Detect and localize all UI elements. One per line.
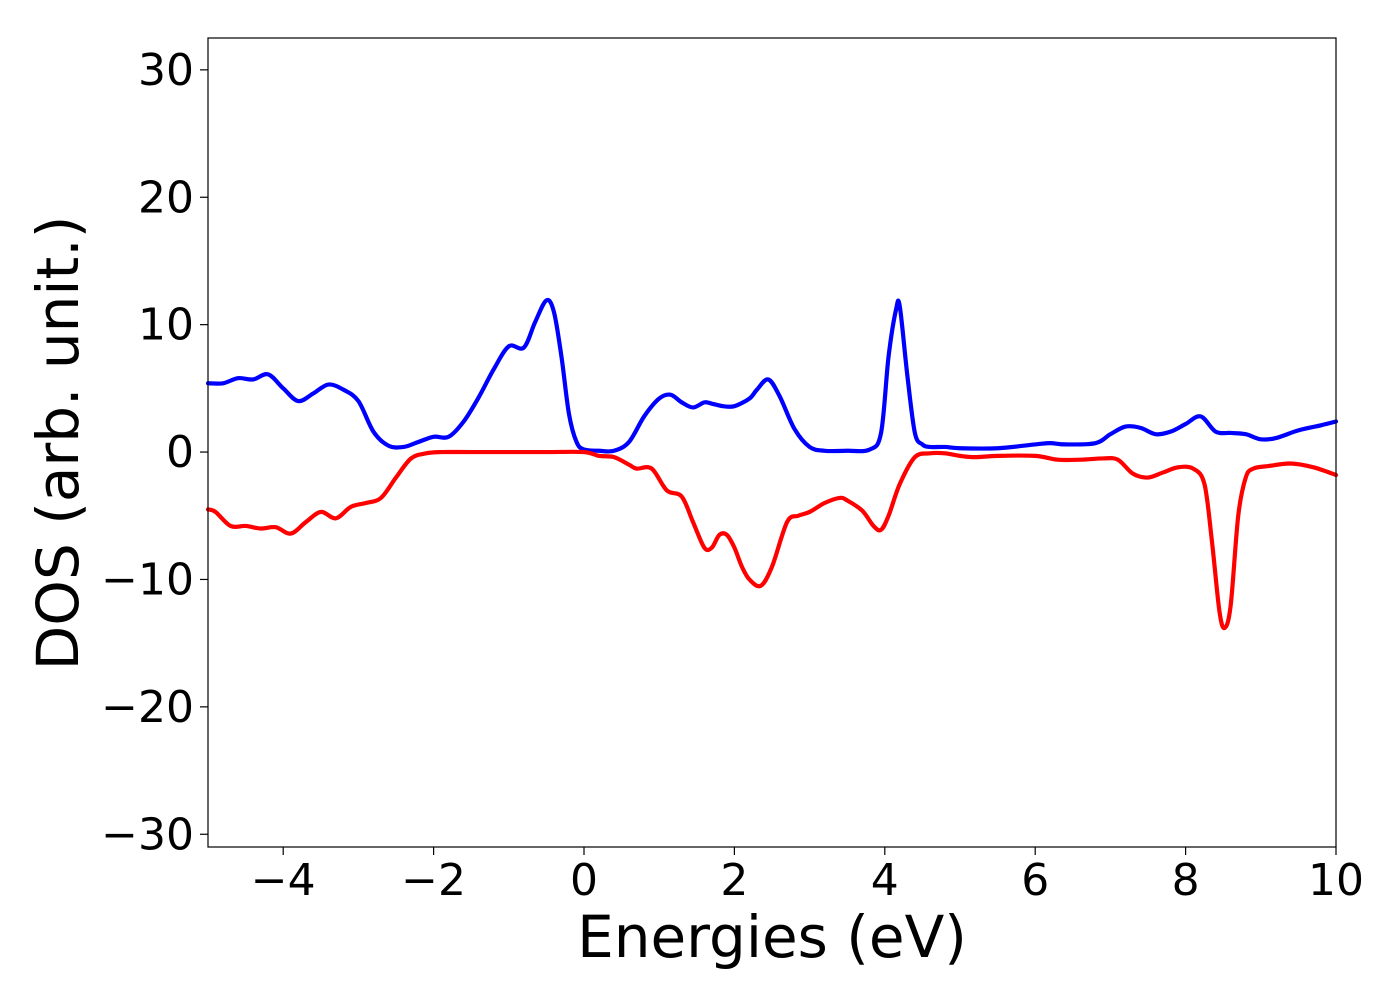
y-tick-label: −30	[101, 809, 194, 860]
x-tick-label: 6	[1021, 855, 1049, 906]
y-axis-ticks: −30 −20 −10 0 10 20 30	[101, 45, 208, 860]
y-tick-label: 30	[138, 45, 194, 96]
x-tick-label: 4	[871, 855, 899, 906]
y-tick-label: 10	[138, 300, 194, 351]
plot-background	[208, 38, 1336, 847]
x-tick-label: 2	[720, 855, 748, 906]
x-axis-label: Energies (eV)	[577, 903, 967, 971]
x-tick-label: 10	[1308, 855, 1364, 906]
x-tick-label: −4	[251, 855, 316, 906]
series-layer	[205, 297, 1339, 631]
series-line-2	[205, 449, 1339, 631]
series-line-1	[205, 297, 1339, 454]
plot-frame	[207, 37, 1337, 848]
x-tick-label: 8	[1172, 855, 1200, 906]
y-axis-label: DOS (arb. unit.)	[24, 216, 92, 671]
x-tick-label: 0	[570, 855, 598, 906]
x-tick-label: −2	[401, 855, 466, 906]
y-tick-label: 0	[166, 427, 194, 478]
y-tick-label: −20	[101, 682, 194, 733]
x-axis-ticks: −4 −2 0 2 4 6 8 10	[251, 847, 1364, 906]
y-tick-label: −10	[101, 554, 194, 605]
y-tick-label: 20	[138, 172, 194, 223]
